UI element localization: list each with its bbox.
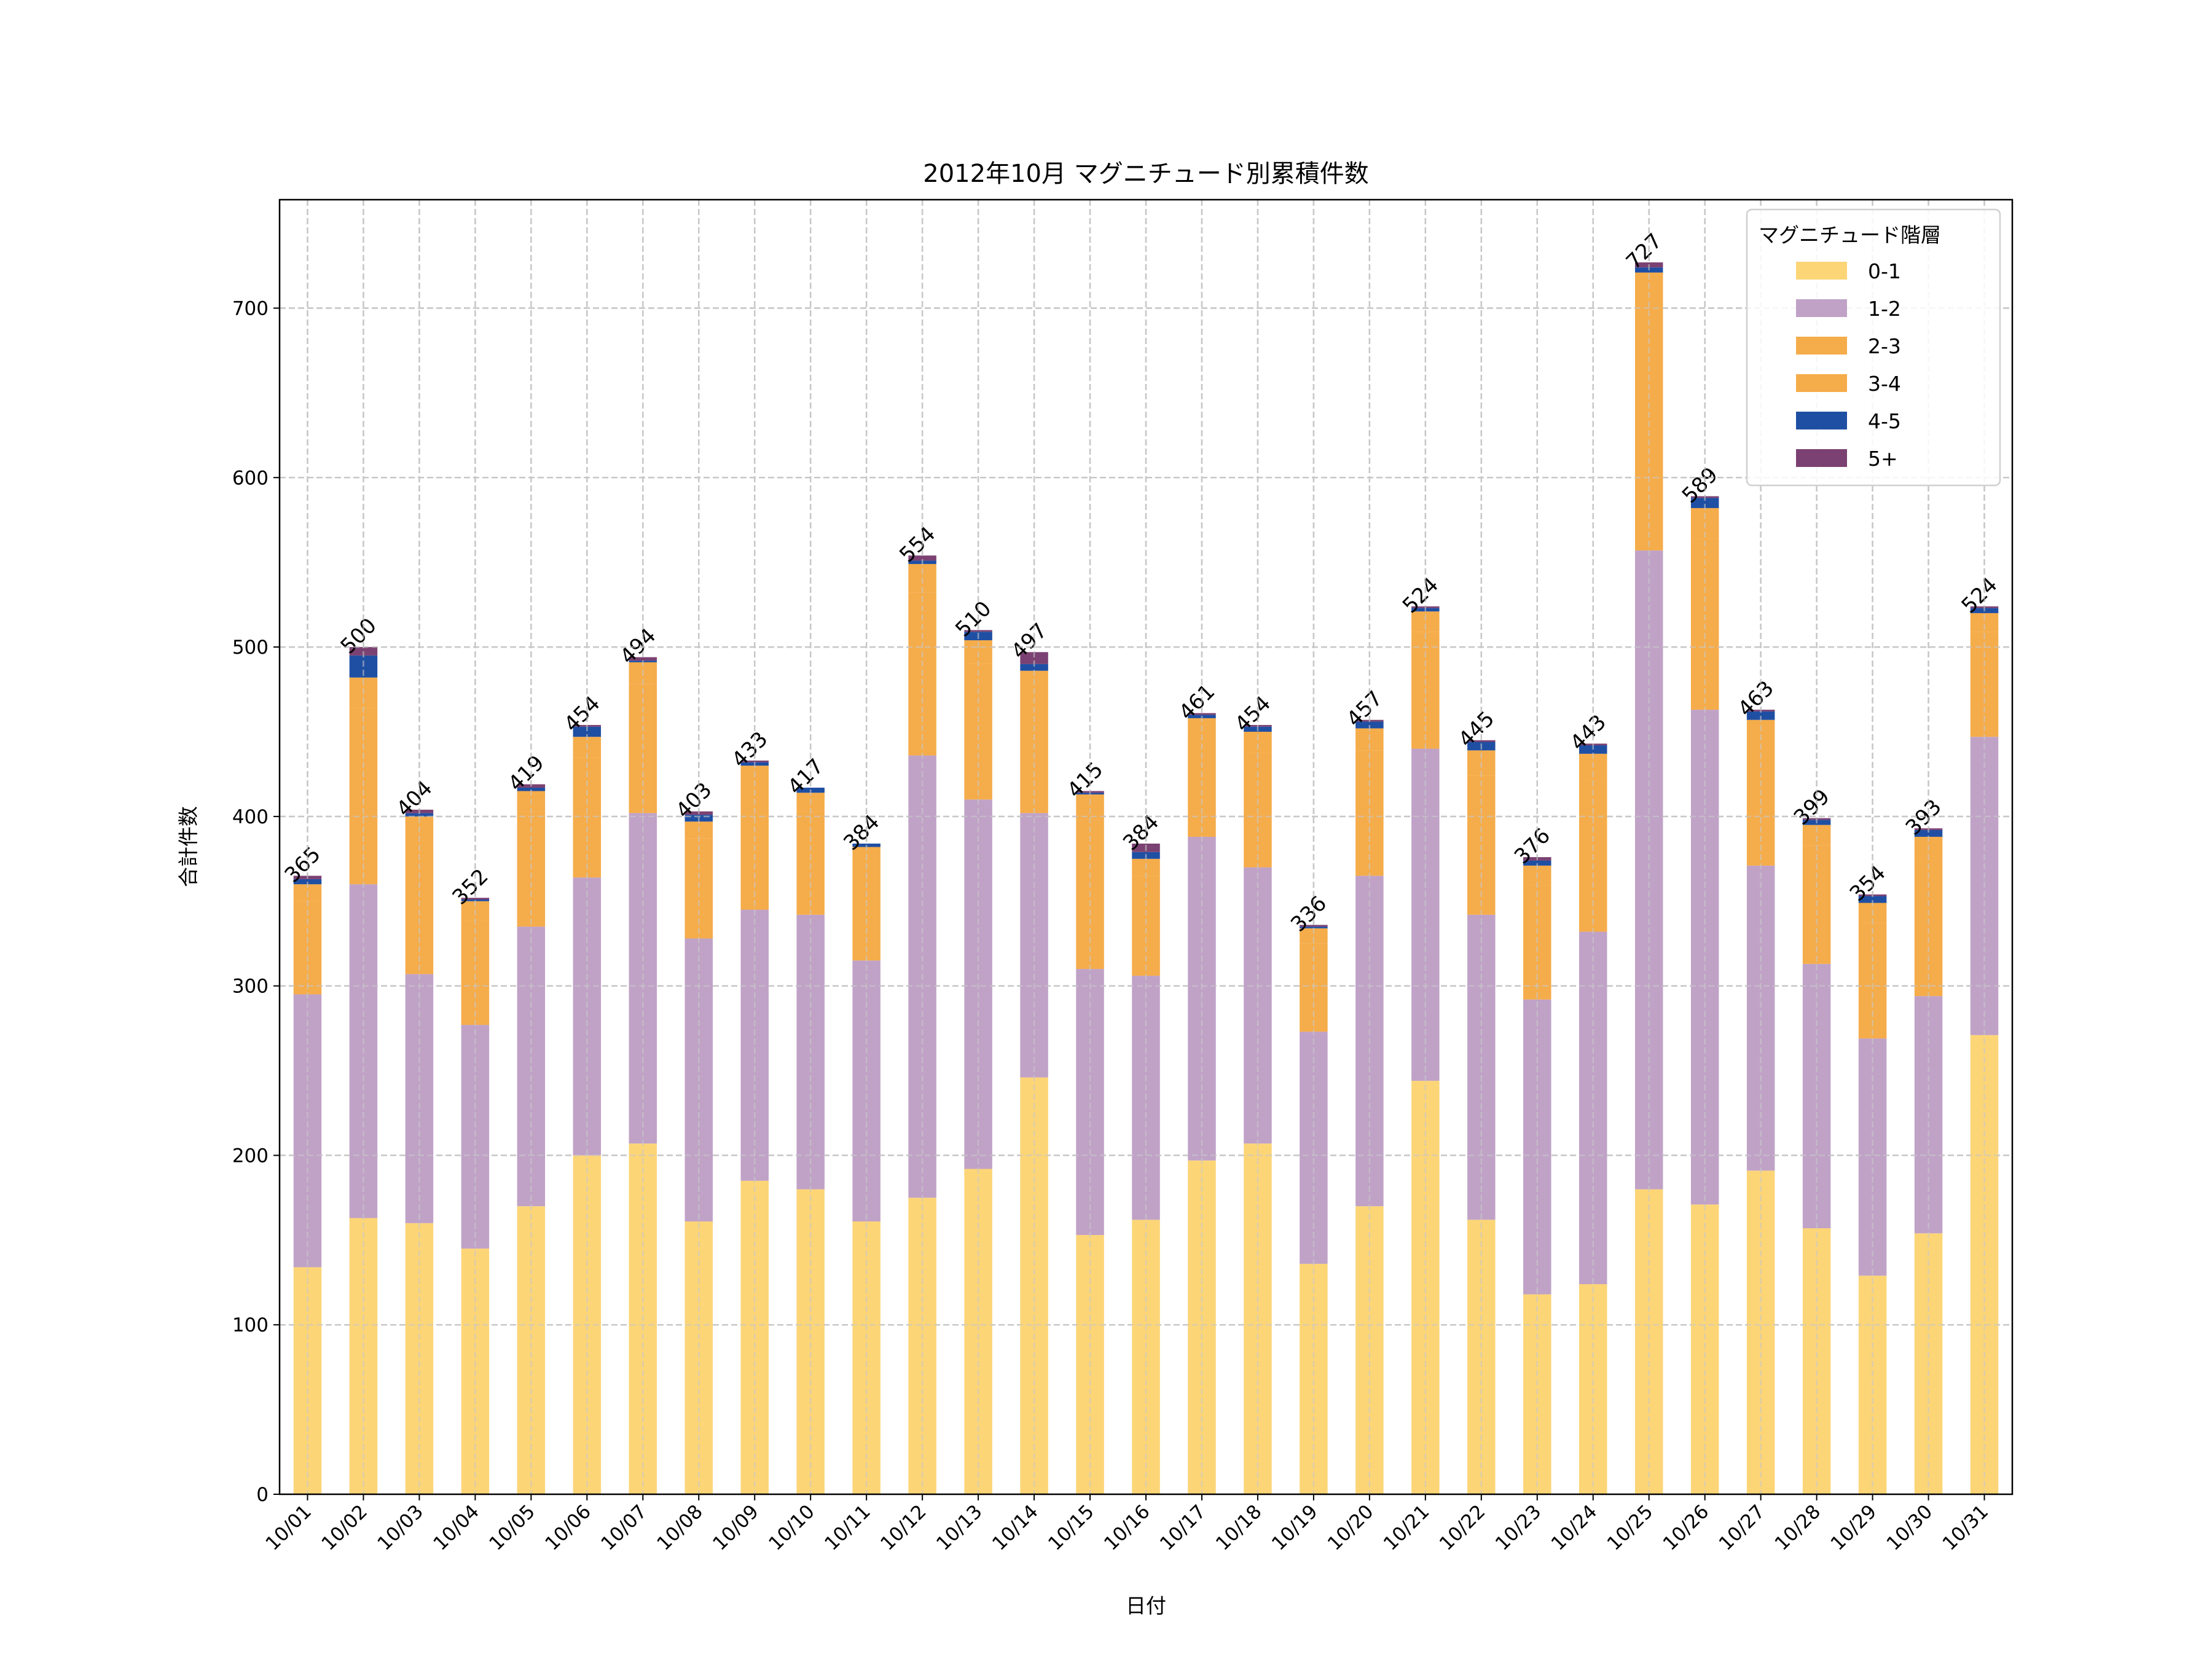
x-axis-label: 日付 bbox=[1126, 1594, 1166, 1618]
bar-segment-4-5 bbox=[517, 787, 546, 791]
legend-swatch-3-4 bbox=[1796, 374, 1847, 392]
bar-segment-5+ bbox=[908, 555, 936, 561]
bar-segment-0-1 bbox=[1690, 1204, 1719, 1494]
legend: マグニチュード階層 0-1 1-2 2-3 3-4 4-5 5+ bbox=[1746, 208, 2001, 487]
bar-segment-5+ bbox=[349, 647, 378, 656]
bar-segment-4-5 bbox=[1746, 711, 1775, 720]
y-tick-label: 100 bbox=[232, 1314, 269, 1336]
bar-segment-0-1 bbox=[1355, 1206, 1384, 1494]
bar-segment-0-1 bbox=[1634, 1189, 1663, 1494]
legend-swatch-4-5 bbox=[1796, 412, 1847, 429]
y-tick-label: 200 bbox=[232, 1145, 269, 1167]
legend-label: 3-4 bbox=[1868, 372, 1901, 396]
bar-segment-5+ bbox=[964, 630, 992, 632]
bar-segment-5+ bbox=[1188, 713, 1216, 715]
bar-segment-5+ bbox=[740, 760, 769, 762]
bar-segment-0-1 bbox=[796, 1189, 825, 1494]
bar-segment-0-1 bbox=[1020, 1077, 1048, 1494]
y-axis: 0 100 200 300 400 500 600 700 bbox=[232, 298, 280, 1506]
bar-segment-4-5 bbox=[1690, 498, 1719, 508]
bar-segment-4-5 bbox=[405, 813, 434, 817]
bar-segment-2-3 bbox=[405, 840, 434, 974]
bar-segment-0-1 bbox=[517, 1206, 546, 1494]
legend-swatch-1-2 bbox=[1796, 299, 1847, 317]
y-tick-label: 600 bbox=[232, 467, 269, 489]
y-tick-label: 700 bbox=[232, 298, 269, 320]
bar-segment-5+ bbox=[461, 898, 490, 900]
bar-segment-4-5 bbox=[573, 726, 602, 737]
bar-segment-5+ bbox=[629, 657, 657, 661]
bar-segment-5+ bbox=[1467, 740, 1496, 742]
bar-segment-4-5 bbox=[1300, 927, 1328, 928]
legend-swatch-2-3 bbox=[1796, 337, 1847, 355]
legend-title: マグニチュード階層 bbox=[1759, 223, 1941, 247]
legend-label: 4-5 bbox=[1868, 409, 1901, 433]
bar-segment-1-2 bbox=[1020, 813, 1048, 1078]
legend-swatch-0-1 bbox=[1796, 262, 1847, 280]
legend-label: 1-2 bbox=[1868, 297, 1901, 321]
bar-segment-1-2 bbox=[1858, 1038, 1887, 1276]
chart-title: 2012年10月 マグニチュード別累積件数 bbox=[923, 160, 1368, 188]
legend-label: 2-3 bbox=[1868, 334, 1901, 358]
y-tick-label: 300 bbox=[232, 976, 269, 998]
legend-swatch-5+ bbox=[1796, 449, 1847, 467]
bar-segment-4-5 bbox=[1523, 860, 1551, 866]
y-tick-label: 500 bbox=[232, 637, 269, 659]
bar-segment-5+ bbox=[1300, 925, 1328, 927]
y-tick-label: 400 bbox=[232, 806, 269, 828]
bar-segment-2-3 bbox=[461, 920, 490, 1025]
bar-segment-4-5 bbox=[1355, 721, 1384, 729]
bar-segment-5+ bbox=[1020, 652, 1048, 664]
bar-segment-4-5 bbox=[1020, 664, 1048, 671]
legend-label: 0-1 bbox=[1868, 259, 1901, 283]
y-tick-label: 0 bbox=[256, 1484, 269, 1506]
bar-segment-4-5 bbox=[1914, 829, 1943, 837]
legend-label: 5+ bbox=[1868, 447, 1898, 471]
bar-segment-3-4 bbox=[1076, 794, 1104, 820]
bar-segment-1-2 bbox=[1746, 865, 1775, 1171]
y-axis-label: 合計件数 bbox=[176, 806, 200, 887]
bar-segment-4-5 bbox=[1858, 896, 1887, 903]
